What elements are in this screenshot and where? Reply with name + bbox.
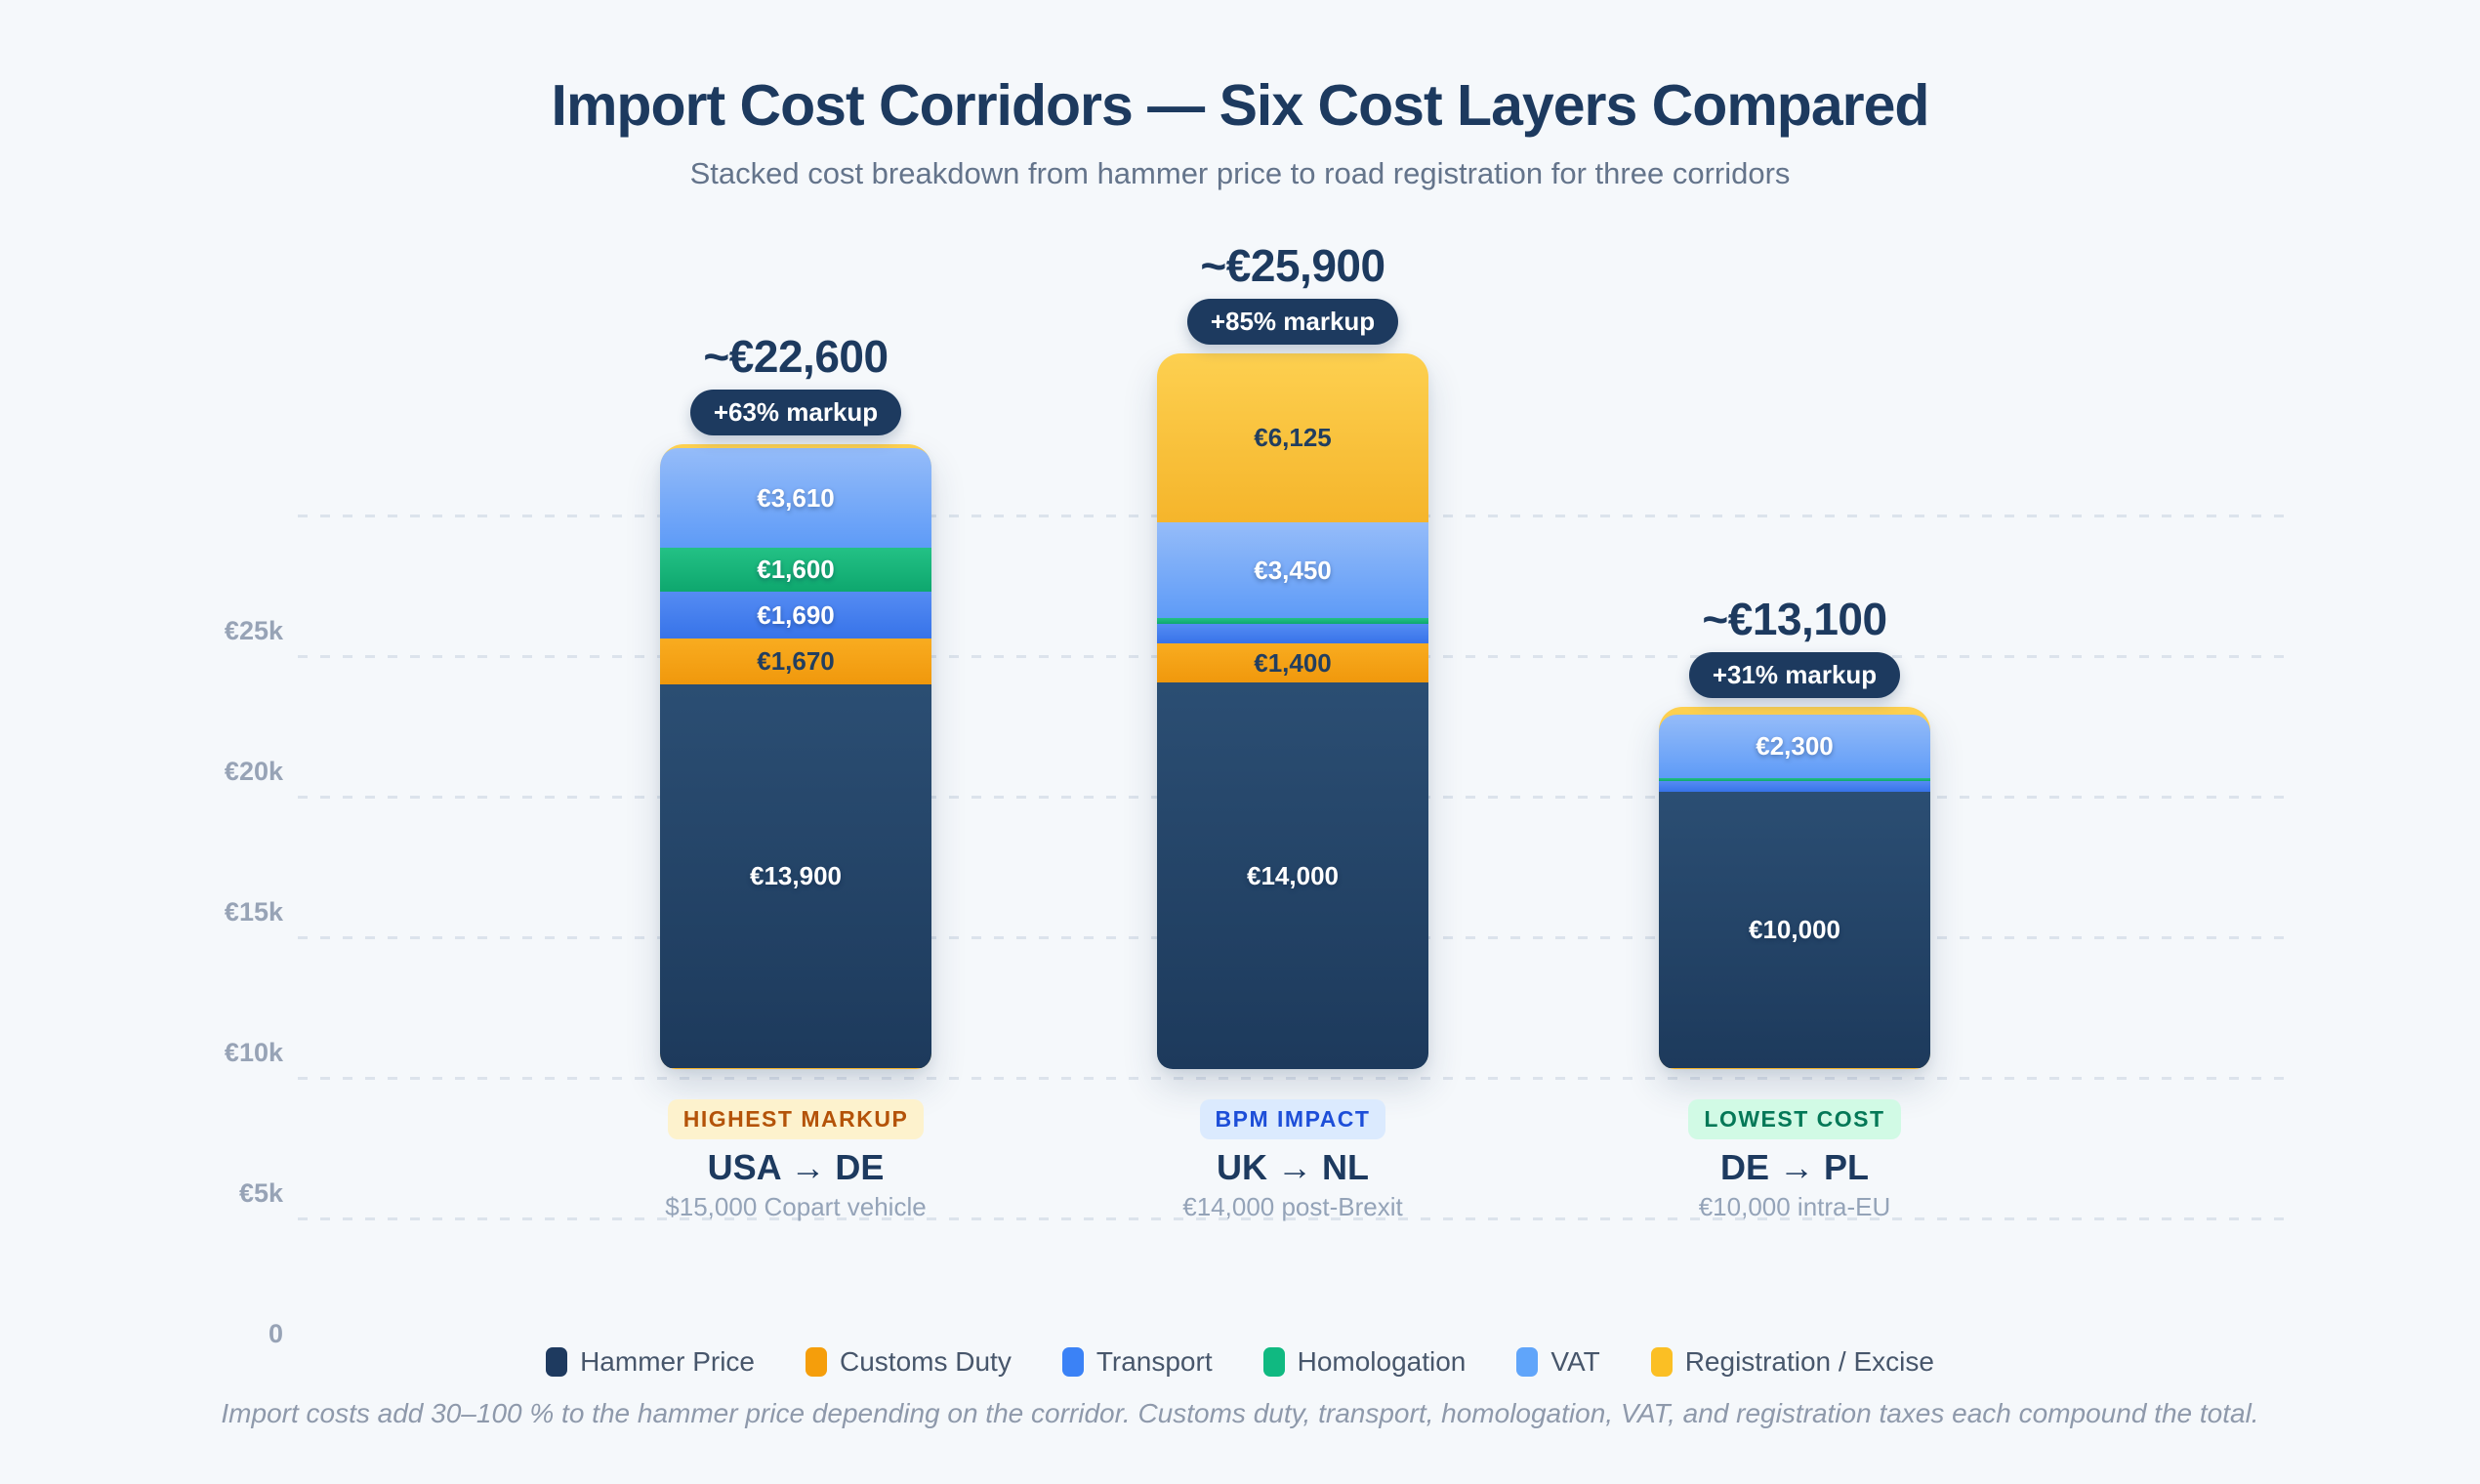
segment-homologation: €1,600 (660, 548, 931, 592)
segment-value-label: €1,670 (757, 646, 835, 676)
segment-registration (1659, 707, 1930, 715)
bar-annotation: ~€22,600 +63% markup (552, 331, 1040, 435)
corridor-label-block: BPM IMPACT UK → NL €14,000 post-Brexit (1049, 1099, 1537, 1222)
corridor-tag-badge: LOWEST COST (1688, 1099, 1901, 1139)
legend-swatch-hammer (546, 1347, 568, 1377)
corridor-desc: €14,000 post-Brexit (1182, 1192, 1403, 1221)
legend-item-customs: Customs Duty (806, 1346, 1012, 1378)
segment-vat: €2,300 (1659, 715, 1930, 778)
legend-swatch-customs (806, 1347, 827, 1377)
corridor-tag-badge: BPM IMPACT (1199, 1099, 1386, 1139)
corridor-label-block: LOWEST COST DE → PL €10,000 intra-EU (1550, 1099, 2039, 1222)
markup-badge: +31% markup (1688, 652, 1901, 698)
y-axis-tick-label: 0 (268, 1319, 283, 1348)
segment-vat: €3,450 (1157, 522, 1428, 618)
y-gridline (298, 1077, 2294, 1080)
segment-transport (1157, 624, 1428, 643)
segment-value-label: €1,690 (757, 599, 835, 630)
segment-value-label: €10,000 (1749, 915, 1840, 944)
legend-swatch-homologation (1262, 1347, 1285, 1377)
total-cost-label: ~€13,100 (1702, 594, 1887, 644)
bar-annotation: ~€13,100 +31% markup (1550, 594, 2039, 698)
legend-label: Registration / Excise (1684, 1346, 1934, 1377)
segment-homologation (1157, 618, 1428, 624)
markup-badge: +85% markup (1186, 299, 1399, 345)
legend-swatch-vat (1516, 1347, 1539, 1377)
segment-transport (1659, 781, 1930, 792)
y-axis-tick-label: €15k (224, 897, 283, 927)
corridor-tag-badge: HIGHEST MARKUP (667, 1099, 925, 1139)
y-axis-tick-label: €25k (224, 616, 283, 645)
legend-item-hammer: Hammer Price (546, 1346, 755, 1378)
segment-hammer: €14,000 (1157, 682, 1428, 1069)
legend-label: VAT (1550, 1346, 1600, 1377)
segment-registration: €6,125 (1157, 353, 1428, 522)
legend-item-registration: Registration / Excise (1650, 1346, 1934, 1378)
legend-item-vat: VAT (1516, 1346, 1600, 1378)
segment-value-label: €14,000 (1247, 860, 1339, 890)
segment-hammer: €13,900 (660, 684, 931, 1068)
segment-transport: €1,690 (660, 592, 931, 639)
chart-footnote: Import costs add 30–100 % to the hammer … (221, 1398, 2259, 1428)
segment-customs: €1,670 (660, 639, 931, 684)
segment-hammer: €10,000 (1659, 792, 1930, 1068)
y-axis-tick-label: €20k (224, 757, 283, 786)
total-cost-label: ~€25,900 (1200, 240, 1385, 291)
legend-swatch-registration (1650, 1347, 1673, 1377)
segment-vat: €3,610 (660, 448, 931, 548)
y-gridline (298, 1217, 2294, 1220)
corridor-desc: €10,000 intra-EU (1698, 1192, 1891, 1221)
segment-value-label: €2,300 (1756, 731, 1834, 761)
segment-value-label: €1,400 (1254, 647, 1332, 678)
stacked-bar-3: €2,300 €10,000 (1659, 707, 1930, 1069)
legend-label: Homologation (1297, 1346, 1467, 1377)
corridor-label-block: HIGHEST MARKUP USA → DE $15,000 Copart veh… (552, 1099, 1040, 1222)
total-cost-label: ~€22,600 (703, 331, 889, 382)
segment-value-label: €6,125 (1254, 423, 1332, 452)
legend: Hammer Price Customs Duty Transport Homolog… (0, 1340, 2480, 1384)
legend-label: Transport (1095, 1346, 1213, 1377)
corridor-title: USA → DE (707, 1147, 885, 1187)
chart-subtitle: Stacked cost breakdown from hammer price… (689, 156, 1791, 190)
bar-annotation: ~€25,900 +85% markup (1049, 240, 1537, 345)
y-axis-tick-label: €10k (224, 1038, 283, 1067)
segment-value-label: €3,610 (757, 482, 835, 513)
legend-swatch-transport (1061, 1347, 1084, 1377)
segment-homologation (1659, 778, 1930, 781)
corridor-title: DE → PL (1719, 1147, 1869, 1187)
stacked-bar-1: €3,610 €1,600 €1,690 €1,670 €13,900 (660, 444, 931, 1069)
stacked-bar-2: €6,125 €3,450 €1,400 €14,000 (1157, 353, 1428, 1069)
markup-badge: +63% markup (689, 390, 902, 435)
segment-value-label: €1,600 (757, 555, 835, 584)
segment-customs: €1,400 (1157, 643, 1428, 682)
legend-item-homologation: Homologation (1262, 1346, 1467, 1378)
y-axis-tick-label: €5k (238, 1178, 283, 1208)
corridor-desc: $15,000 Copart vehicle (665, 1192, 927, 1221)
segment-value-label: €13,900 (750, 861, 842, 890)
legend-label: Hammer Price (580, 1346, 755, 1377)
segment-value-label: €3,450 (1254, 555, 1332, 585)
legend-label: Customs Duty (840, 1346, 1012, 1377)
legend-item-transport: Transport (1061, 1346, 1213, 1378)
chart-title: Import Cost Corridors — Six Cost Layers … (551, 73, 1930, 138)
corridor-title: UK → NL (1217, 1147, 1369, 1187)
